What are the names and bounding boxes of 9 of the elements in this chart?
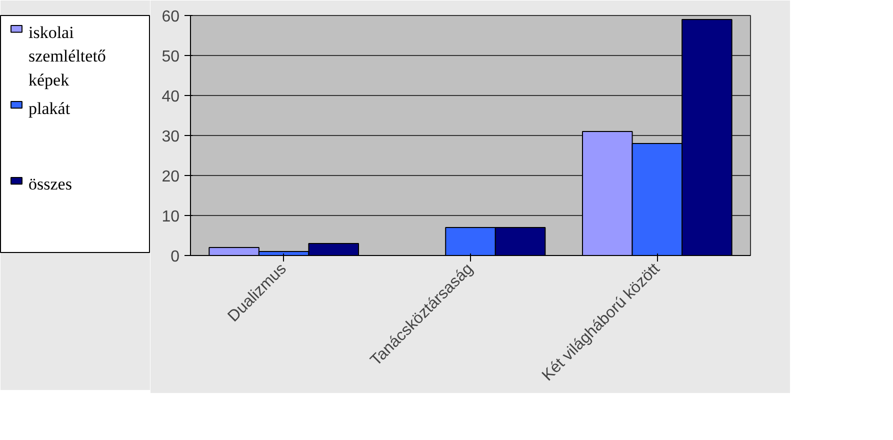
y-tick-label: 30 [162,128,180,146]
y-tick-label: 50 [162,48,180,66]
legend-label: plakát [28,98,70,118]
y-tick-label: 60 [162,8,180,26]
legend-label: összes [28,174,72,194]
y-tick-label: 10 [162,208,180,226]
y-tick-label: 20 [162,168,180,186]
y-tick-label: 0 [170,248,180,266]
y-tick-label: 40 [162,88,180,106]
